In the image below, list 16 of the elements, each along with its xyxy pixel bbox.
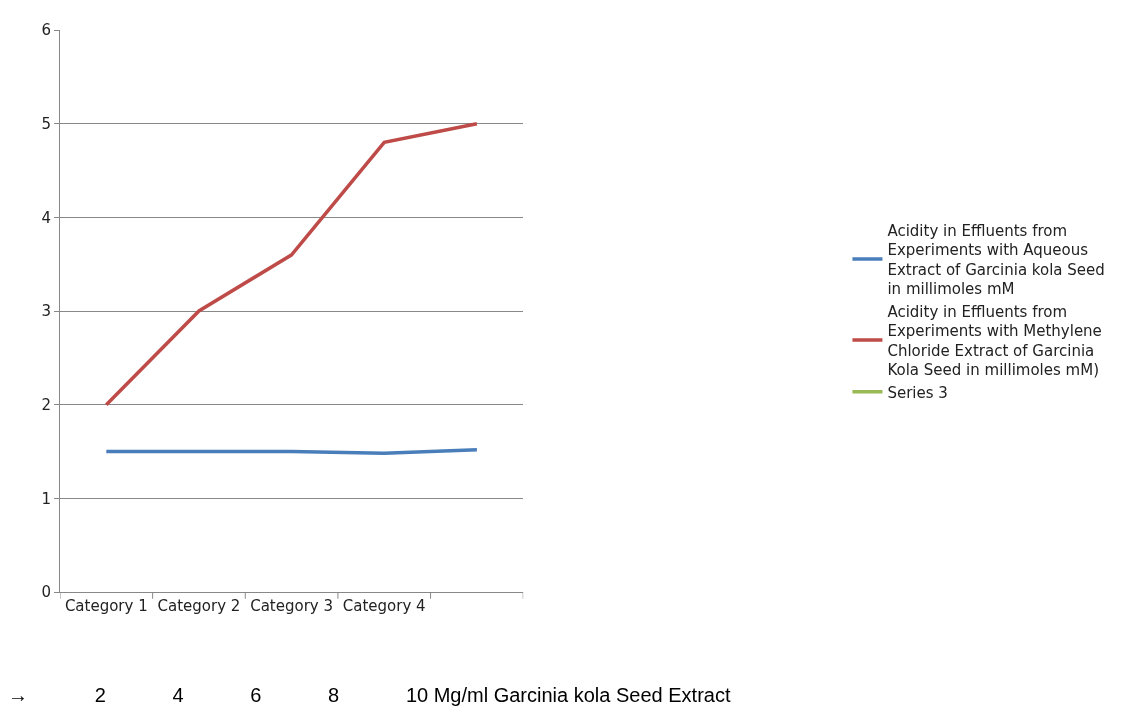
- y-tick-label: 6: [41, 21, 51, 40]
- x-tick-label: Category 3: [250, 597, 334, 615]
- y-tick-label: 3: [41, 302, 51, 321]
- line-series: [104, 121, 479, 407]
- text: → 2 4 6 8 10 Mg/ml Garcinia kola Seed Extract: [8, 684, 731, 706]
- legend-label: Acidity in Effluents from Experiments with Aqueous Extract of Garcinia kola Seed in millimoles mM: [887, 221, 1105, 299]
- x-tick-label: Category 1: [64, 597, 148, 615]
- x-tick-label: Category 4: [342, 597, 426, 615]
- y-tick-label: 0: [41, 583, 51, 602]
- x-tick-label: Category 2: [157, 597, 241, 615]
- y-tick-label: 1: [41, 489, 51, 508]
- y-tick-label: 4: [41, 208, 51, 227]
- legend-label: Acidity in Effluents from Experiments with Methylene Chloride Extract of Garcinia Kola Seed in millimoles mM): [887, 302, 1102, 380]
- y-tick-label: 5: [41, 114, 51, 133]
- y-tick-label: 2: [41, 395, 51, 414]
- legend-label: Series 3: [887, 383, 948, 402]
